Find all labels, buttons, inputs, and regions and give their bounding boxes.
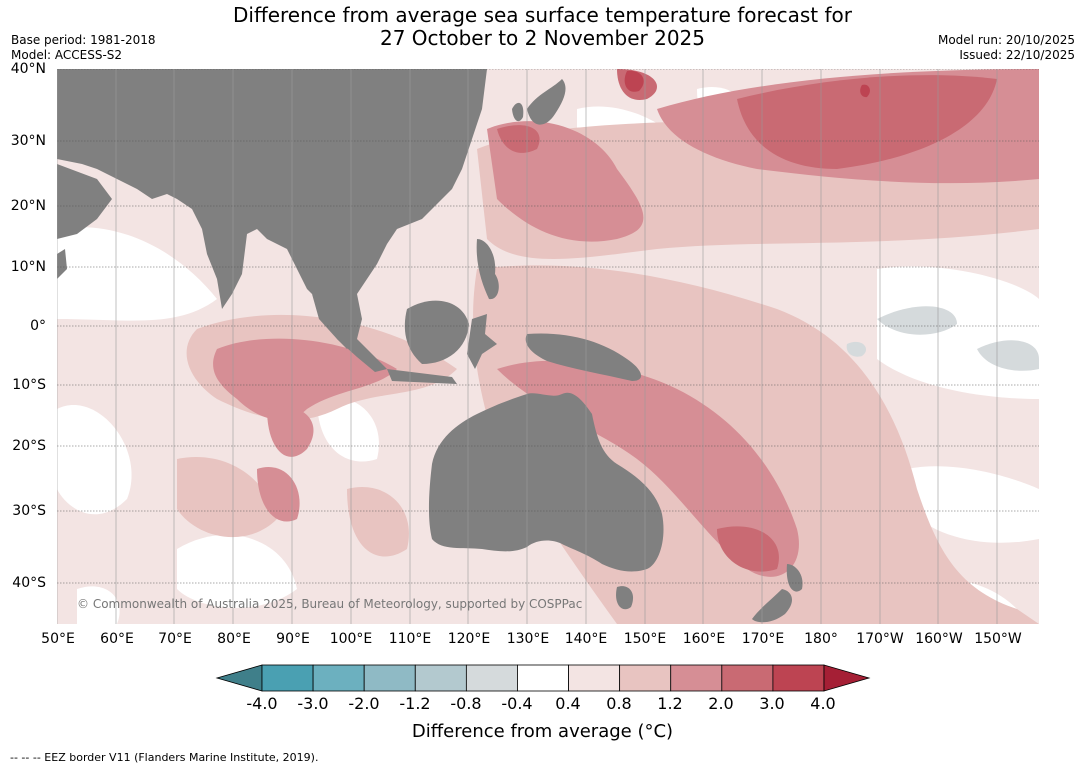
tasmania-land: [616, 586, 634, 610]
issued-text: Issued: 22/10/2025: [959, 48, 1075, 62]
colorbar-tick-5: -0.8: [450, 694, 482, 713]
colorbar-bin-6: [517, 664, 569, 692]
java-land: [387, 369, 457, 384]
colorbar-bins: [261, 664, 825, 692]
model-text: Model: ACCESS-S2: [11, 48, 123, 62]
colorbar-tick-3: -2.0: [348, 694, 380, 713]
lon-label-80e: 80°E: [217, 631, 251, 647]
map-title: Difference from average sea surface temp…: [0, 4, 1085, 50]
lon-label-130e: 130°E: [506, 631, 550, 647]
lon-label-150e: 150°E: [623, 631, 667, 647]
lon-label-70e: 70°E: [158, 631, 192, 647]
lon-label-90e: 90°E: [276, 631, 310, 647]
land-masses: [57, 69, 803, 623]
colorbar-bin-3: [363, 664, 416, 692]
base-period-text: Base period: 1981-2018: [11, 33, 156, 47]
colorbar-bin-4: [414, 664, 467, 692]
anomaly-cool-regions: [846, 306, 1039, 371]
sumatra-land: [312, 294, 387, 372]
title-line-1: Difference from average sea surface temp…: [232, 3, 852, 27]
colorbar-bin-7: [568, 664, 621, 692]
lat-label-40n: 40°N: [10, 61, 46, 77]
colorbar-tick-6: -0.4: [501, 694, 533, 713]
colorbar-label: Difference from average (°C): [411, 721, 674, 742]
colorbar-tick-2: -3.0: [297, 694, 329, 713]
colorbar-max-triangle: [823, 664, 871, 692]
japan-land: [527, 79, 566, 125]
colorbar-bin-9: [670, 664, 723, 692]
sst-anomaly-map: [57, 69, 1039, 624]
meta-left: Base period: 1981-2018 Model: ACCESS-S2: [11, 33, 156, 63]
colorbar: [215, 664, 871, 692]
anomaly-dark-pink-regions: [497, 69, 997, 572]
new-guinea-land: [525, 333, 642, 381]
colorbar-tick-9: 1.2: [657, 694, 683, 713]
australia-land: [428, 392, 664, 572]
colorbar-bin-2: [312, 664, 365, 692]
lat-label-10s: 10°S: [12, 377, 46, 393]
colorbar-tick-8: 0.8: [606, 694, 632, 713]
asia-land: [57, 69, 487, 349]
colorbar-tick-12: 4.0: [810, 694, 836, 713]
lon-label-120e: 120°E: [447, 631, 491, 647]
colorbar-min-triangle: [215, 664, 263, 692]
lon-label-50e: 50°E: [41, 631, 75, 647]
lat-label-20n: 20°N: [10, 198, 46, 214]
colorbar-tick-11: 3.0: [759, 694, 785, 713]
meridians: [57, 69, 998, 624]
madagascar-land: [57, 249, 67, 279]
lat-label-20s: 20°S: [12, 438, 46, 454]
lon-label-140e: 140°E: [564, 631, 608, 647]
sulawesi-land: [467, 314, 497, 369]
model-run-text: Model run: 20/10/2025: [937, 33, 1075, 47]
lon-label-170w: 170°W: [856, 631, 904, 647]
colorbar-tick-10: 2.0: [708, 694, 734, 713]
colorbar-tick-4: -1.2: [399, 694, 431, 713]
lon-label-60e: 60°E: [100, 631, 134, 647]
map-canvas: [57, 69, 1039, 624]
colorbar-tick-1: -4.0: [246, 694, 278, 713]
lat-label-30s: 30°S: [12, 503, 46, 519]
colorbar-bin-1: [261, 664, 314, 692]
lon-label-160w: 160°W: [915, 631, 963, 647]
meta-right: Model run: 20/10/2025 Issued: 22/10/2025: [938, 33, 1075, 63]
lon-label-170e: 170°E: [741, 631, 785, 647]
arabia-land: [57, 164, 112, 239]
colorbar-bin-5: [465, 664, 518, 692]
borneo-land: [404, 300, 469, 364]
philippines-land: [476, 239, 499, 300]
colorbar-bin-8: [619, 664, 672, 692]
lon-label-110e: 110°E: [388, 631, 432, 647]
lat-label-0: 0°: [30, 318, 46, 334]
lon-label-150w: 150°W: [974, 631, 1022, 647]
lon-label-180: 180°: [804, 631, 838, 647]
colorbar-bin-11: [772, 664, 825, 692]
lat-label-30n: 30°N: [10, 133, 46, 149]
new-zealand-north-land: [786, 564, 803, 592]
title-line-2: 27 October to 2 November 2025: [379, 26, 706, 50]
copyright-notice: © Commonwealth of Australia 2025, Bureau…: [77, 597, 583, 611]
colorbar-tick-7: 0.4: [555, 694, 581, 713]
anomaly-max-spots: [624, 70, 870, 98]
lat-label-10n: 10°N: [10, 259, 46, 275]
lon-label-160e: 160°E: [682, 631, 726, 647]
lon-label-100e: 100°E: [329, 631, 373, 647]
lat-label-40s: 40°S: [12, 575, 46, 591]
colorbar-bin-10: [721, 664, 774, 692]
korea-land: [512, 102, 524, 122]
eez-border-note: -- -- -- EEZ border V11 (Flanders Marine…: [10, 751, 319, 764]
